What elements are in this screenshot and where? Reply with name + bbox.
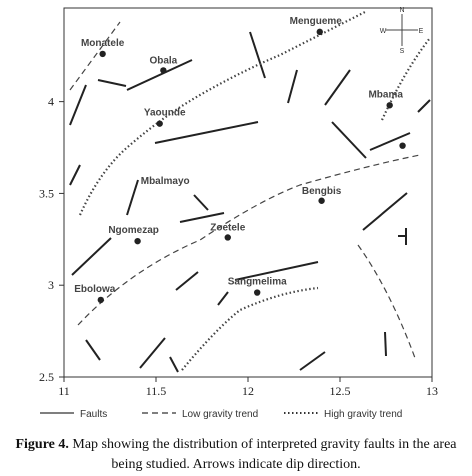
town-label: Ngomezap — [108, 225, 159, 236]
x-tick-label: 11 — [58, 384, 70, 398]
compass-letter: E — [419, 28, 424, 35]
town-marker — [399, 142, 406, 149]
town-label: Ebolowa — [74, 284, 116, 295]
y-tick-label: 3.5 — [39, 186, 54, 200]
town-label: Monatele — [81, 38, 125, 49]
town-label: Yaounde — [144, 108, 186, 119]
caption-line1: Figure 4. Map showing the distribution o… — [15, 437, 457, 452]
faults — [69, 31, 431, 373]
x-tick-label: 13 — [426, 384, 438, 398]
map-frame — [63, 7, 433, 378]
town-marker — [318, 197, 325, 204]
low-gravity-trends — [69, 21, 421, 359]
town-label: Sangmelima — [228, 277, 287, 288]
y-tick-label: 3 — [48, 278, 54, 292]
legend: Faults Low gravity trend High gravity tren… — [40, 409, 402, 420]
town-marker — [134, 237, 141, 245]
town-marker — [99, 50, 106, 58]
caption-label: Figure 4. — [15, 437, 68, 452]
town-label: Mbama — [368, 89, 403, 100]
high-gravity-trends — [78, 11, 431, 371]
town-label: Bengbis — [302, 186, 342, 197]
x-tick-label: 12.5 — [330, 384, 351, 398]
x-tick-label: 12 — [242, 384, 254, 398]
town-marker — [160, 67, 167, 74]
compass-letter: S — [400, 48, 405, 55]
legend-label: Faults — [80, 409, 107, 420]
map-label: Mbalmayo — [141, 176, 190, 187]
caption-text: Map showing the distribution of interpre… — [72, 437, 457, 452]
legend-label: Low gravity trend — [182, 409, 258, 420]
y-tick-label: 2.5 — [39, 370, 54, 384]
town-marker — [254, 289, 261, 296]
x-tick-label: 11.5 — [146, 384, 167, 398]
legend-label: High gravity trend — [324, 409, 402, 420]
town-label: Zoetele — [210, 222, 245, 233]
y-tick-label: 4 — [48, 95, 54, 109]
town-marker — [156, 120, 163, 127]
caption-line2: being studied. Arrows indicate dip direc… — [111, 457, 360, 472]
town-label: Mengueme — [290, 16, 343, 27]
compass-letter: N — [399, 7, 404, 14]
town-marker — [224, 234, 231, 241]
town-marker — [97, 296, 105, 304]
town-marker — [316, 28, 323, 36]
town-marker — [386, 102, 393, 109]
town-label: Obala — [149, 55, 177, 66]
compass: N E S W — [380, 7, 424, 55]
compass-letter: W — [380, 28, 387, 35]
